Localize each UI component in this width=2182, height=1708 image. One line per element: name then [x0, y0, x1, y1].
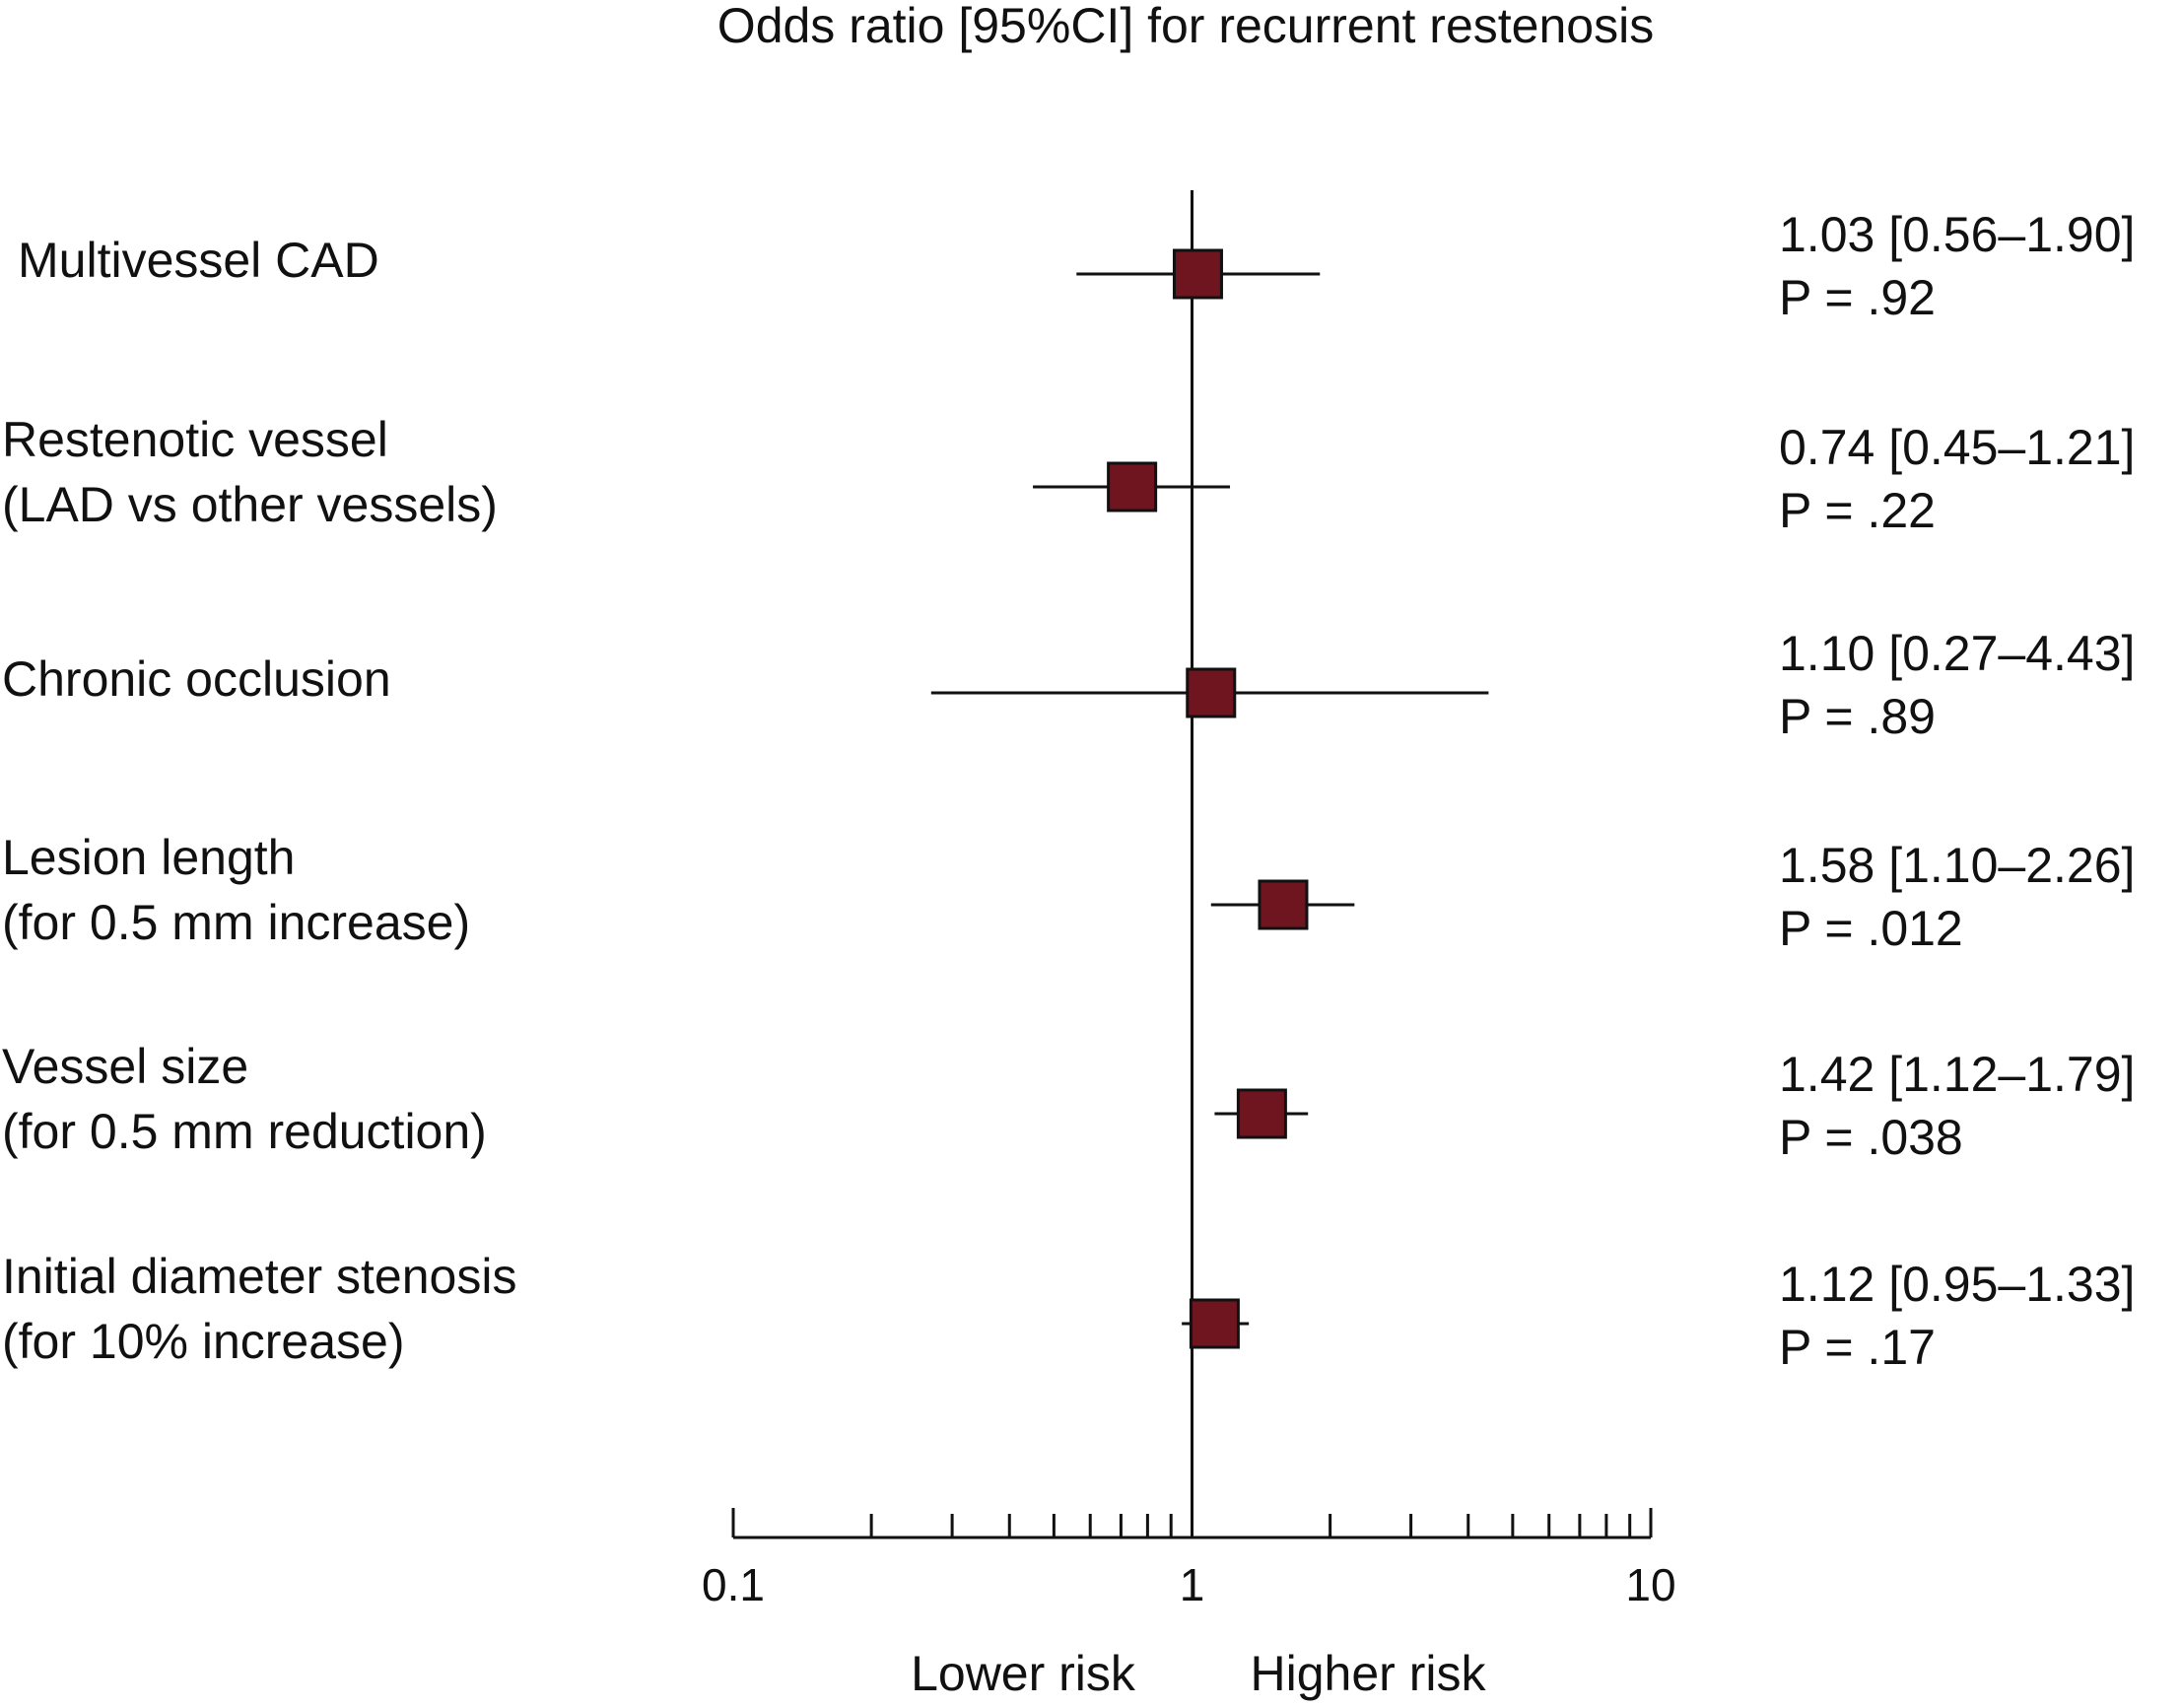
x-tick-label: 0.1 — [702, 1559, 765, 1610]
x-tick-label: 10 — [1625, 1559, 1675, 1610]
p-label: P = .89 — [1779, 689, 1936, 744]
value-label: 1.12 [0.95–1.33] — [1779, 1257, 2135, 1312]
odds-ratio-marker — [1258, 879, 1309, 930]
odds-ratio-marker — [1172, 248, 1223, 300]
row-label: (LAD vs other vessels) — [2, 477, 498, 532]
right-annotation: Higher risk — [1251, 1646, 1487, 1701]
row-label: Vessel size — [2, 1039, 248, 1094]
row-label: (for 10% increase) — [2, 1314, 405, 1369]
chart-title: Odds ratio [95%CI] for recurrent resteno… — [717, 0, 1654, 53]
row-label: Restenotic vessel — [2, 412, 388, 467]
p-label: P = .012 — [1779, 901, 1963, 956]
value-label: 1.03 [0.56–1.90] — [1779, 207, 2135, 262]
row-label: Initial diameter stenosis — [2, 1249, 516, 1304]
value-label: 1.42 [1.12–1.79] — [1779, 1047, 2135, 1102]
x-tick-label: 1 — [1180, 1559, 1205, 1610]
p-label: P = .92 — [1779, 270, 1936, 325]
row-label: (for 0.5 mm reduction) — [2, 1104, 487, 1159]
left-annotation: Lower risk — [911, 1646, 1136, 1701]
odds-ratio-marker — [1236, 1088, 1287, 1139]
row-label: Multivessel CAD — [18, 233, 379, 288]
row-label: (for 0.5 mm increase) — [2, 895, 470, 950]
value-label: 1.10 [0.27–4.43] — [1779, 626, 2135, 681]
odds-ratio-marker — [1107, 461, 1158, 512]
odds-ratio-marker — [1189, 1298, 1240, 1349]
row-label: Lesion length — [2, 830, 295, 885]
p-label: P = .22 — [1779, 483, 1936, 538]
p-label: P = .038 — [1779, 1110, 1963, 1165]
p-label: P = .17 — [1779, 1320, 1936, 1375]
value-label: 1.58 [1.10–2.26] — [1779, 838, 2135, 893]
row-label: Chronic occlusion — [2, 651, 391, 707]
value-label: 0.74 [0.45–1.21] — [1779, 420, 2135, 475]
odds-ratio-marker — [1186, 667, 1237, 718]
